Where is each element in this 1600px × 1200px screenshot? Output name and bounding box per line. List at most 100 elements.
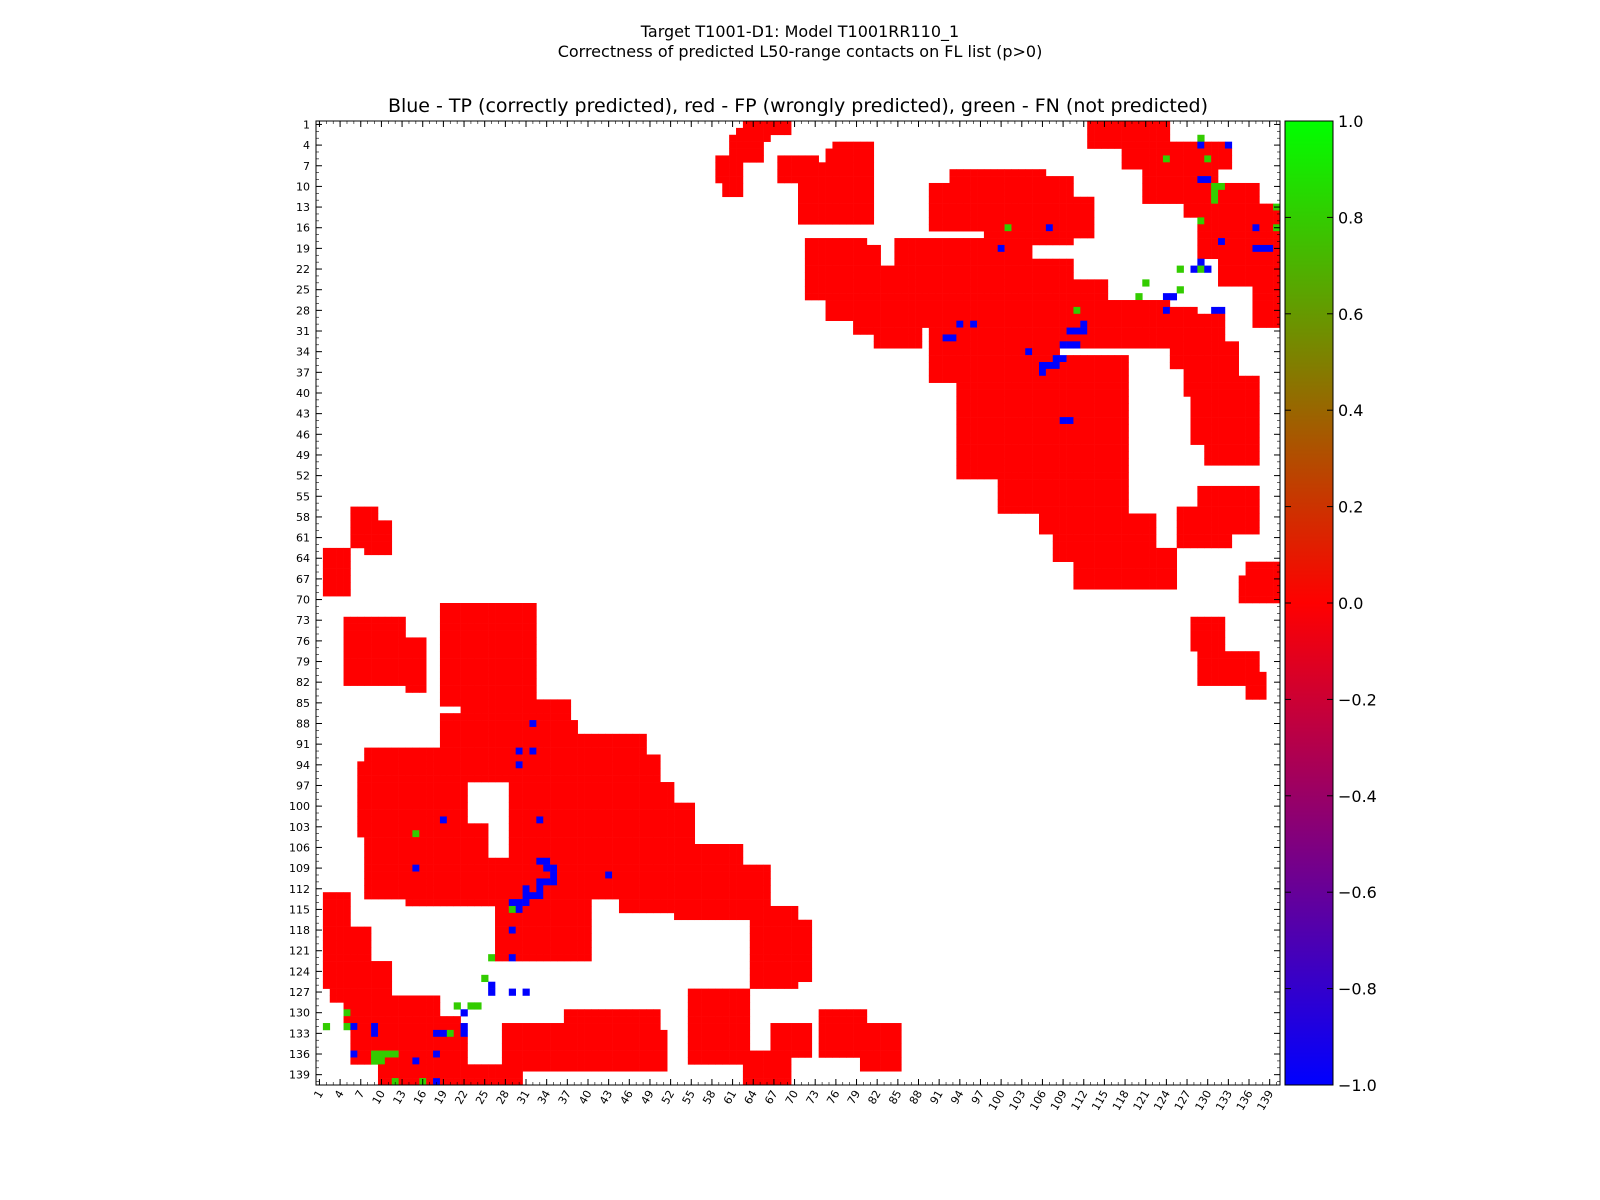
fp-cell — [1073, 396, 1081, 404]
fp-cell — [667, 802, 675, 810]
fp-cell — [584, 775, 592, 783]
fp-cell — [880, 293, 888, 301]
fp-cell — [990, 355, 998, 363]
fp-cell — [612, 885, 620, 893]
fp-cell — [1204, 630, 1212, 638]
fp-cell — [846, 1009, 854, 1017]
fp-cell — [1066, 313, 1074, 321]
fp-cell — [1204, 437, 1212, 445]
fp-cell — [1238, 671, 1246, 680]
fp-cell — [1197, 355, 1205, 363]
fp-cell — [839, 169, 847, 177]
fp-cell — [791, 933, 799, 941]
fp-cell — [1032, 396, 1040, 404]
fp-cell — [977, 189, 985, 198]
fp-cell — [1204, 623, 1212, 631]
fp-cell — [508, 795, 516, 803]
fp-cell — [1176, 155, 1184, 163]
fp-cell — [522, 754, 530, 762]
fp-cell — [873, 313, 881, 321]
fp-cell — [350, 988, 358, 996]
fp-cell — [467, 637, 475, 645]
fp-cell — [329, 933, 337, 941]
fp-cell — [639, 782, 647, 790]
fp-cell — [563, 1009, 572, 1017]
fp-cell — [474, 761, 482, 769]
fp-cell — [508, 609, 516, 618]
fp-cell — [880, 334, 888, 342]
fp-cell — [1259, 671, 1267, 680]
fp-cell — [1080, 423, 1088, 432]
fp-cell — [391, 671, 399, 680]
fp-cell — [460, 830, 468, 838]
fp-cell — [446, 1023, 455, 1031]
fp-cell — [632, 844, 640, 852]
fp-cell — [391, 1043, 399, 1051]
fp-cell — [997, 286, 1005, 294]
fp-cell — [474, 671, 482, 680]
fp-cell — [894, 258, 902, 266]
fp-cell — [798, 974, 806, 983]
fp-cell — [1087, 389, 1095, 397]
fp-cell — [1080, 389, 1088, 397]
fp-cell — [997, 313, 1005, 321]
fp-cell — [1238, 513, 1246, 521]
fp-cell — [880, 265, 888, 273]
fp-cell — [481, 713, 489, 721]
fp-cell — [329, 912, 337, 921]
fp-cell — [667, 857, 675, 865]
fp-cell — [839, 176, 847, 184]
fp-cell — [997, 238, 1005, 246]
fp-cell — [453, 630, 461, 638]
fp-cell — [625, 850, 634, 859]
fp-cell — [1211, 334, 1219, 342]
fp-cell — [866, 155, 875, 163]
fp-cell — [1211, 451, 1219, 459]
fp-cell — [804, 974, 813, 983]
fp-cell — [543, 809, 551, 817]
tp-cell — [522, 885, 530, 893]
fp-cell — [481, 761, 489, 769]
fp-cell — [529, 685, 537, 693]
fp-cell — [1197, 664, 1205, 673]
fp-cell — [708, 899, 716, 907]
fp-cell — [419, 837, 427, 845]
fp-cell — [467, 754, 475, 762]
fp-cell — [467, 644, 475, 652]
fp-cell — [1094, 458, 1102, 466]
fp-cell — [474, 637, 482, 645]
fp-cell — [653, 802, 661, 810]
fp-cell — [970, 382, 978, 390]
fp-cell — [956, 313, 964, 321]
fp-cell — [377, 988, 386, 996]
fp-cell — [543, 768, 551, 776]
fp-cell — [1011, 368, 1019, 377]
fp-cell — [1045, 189, 1054, 198]
fp-cell — [1238, 444, 1246, 452]
fp-cell — [357, 940, 365, 948]
fp-cell — [1100, 313, 1109, 321]
fp-cell — [1204, 355, 1212, 363]
fp-cell — [446, 713, 455, 721]
fp-cell — [371, 850, 379, 859]
fp-cell — [687, 1043, 696, 1051]
fp-cell — [501, 630, 510, 638]
fp-cell — [736, 844, 744, 852]
fp-cell — [419, 768, 427, 776]
fp-cell — [543, 919, 551, 927]
fp-cell — [970, 368, 978, 377]
fp-cell — [391, 768, 399, 776]
fp-cell — [557, 864, 565, 872]
fp-cell — [722, 1043, 730, 1051]
fp-cell — [522, 637, 530, 645]
fp-cell — [1059, 547, 1067, 556]
fp-cell — [557, 720, 565, 728]
fp-cell — [605, 816, 613, 824]
fp-cell — [729, 1009, 737, 1017]
fp-cell — [605, 864, 613, 872]
fp-cell — [1204, 492, 1212, 501]
fp-cell — [364, 541, 372, 549]
fp-cell — [1045, 437, 1054, 445]
fp-cell — [460, 802, 468, 810]
fp-cell — [1032, 444, 1040, 452]
